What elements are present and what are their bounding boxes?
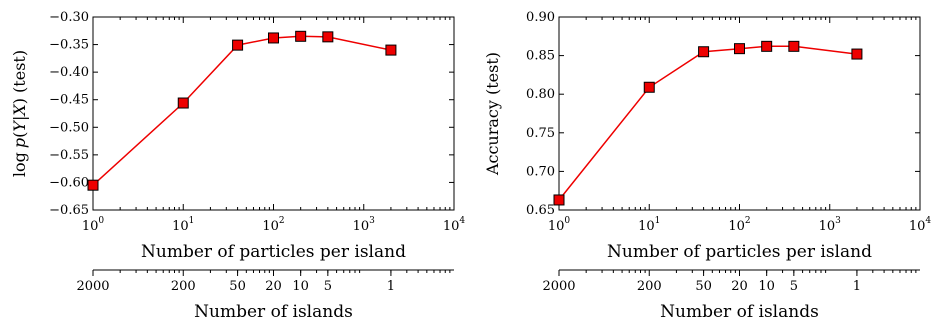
y-axis-label: logp(Y|X) (test) bbox=[10, 50, 29, 177]
data-point bbox=[851, 48, 863, 60]
y-tick-label: −0.35 bbox=[49, 38, 89, 53]
secondary-tick-label: 50 bbox=[229, 279, 246, 294]
y-tick-label: 0.85 bbox=[526, 49, 555, 64]
y-tick-label: −0.60 bbox=[49, 175, 89, 190]
x-axis-label: Number of particles per island bbox=[607, 242, 872, 262]
x-tick-label: 100 bbox=[82, 216, 105, 234]
secondary-tick-label: 10 bbox=[758, 279, 775, 294]
x-tick-label: 102 bbox=[728, 216, 750, 234]
secondary-tick-label: 200 bbox=[637, 279, 662, 294]
secondary-tick-label: 50 bbox=[695, 279, 712, 294]
series-line bbox=[92, 35, 392, 186]
data-point bbox=[87, 179, 99, 191]
data-point bbox=[177, 97, 189, 109]
secondary-tick-label: 1 bbox=[387, 279, 395, 294]
series bbox=[553, 40, 863, 206]
x-tick-label: 101 bbox=[638, 216, 660, 234]
x-tick-label: 103 bbox=[819, 216, 842, 234]
data-point bbox=[268, 32, 279, 44]
y-tick-label: −0.45 bbox=[49, 93, 89, 108]
data-point bbox=[295, 30, 307, 42]
secondary-tick-label: 20 bbox=[265, 279, 282, 294]
secondary-axis-ticks: 2000 200 50 20 10 5 1 bbox=[76, 270, 451, 294]
series bbox=[87, 30, 397, 191]
series-line bbox=[558, 45, 857, 201]
y-tick-label: 0.80 bbox=[526, 87, 555, 102]
y-tick-label: −0.30 bbox=[49, 10, 89, 25]
chart-log-likelihood: −0.65 −0.60 −0.55 −0.50 −0.45 −0.40 −0.35 −0.30… bbox=[10, 10, 465, 322]
y-tick-label: 0.90 bbox=[526, 10, 555, 25]
secondary-tick-label: 5 bbox=[324, 279, 332, 294]
y-tick-label: 0.70 bbox=[526, 164, 555, 179]
data-point bbox=[322, 31, 334, 43]
y-axis-ticks: 0.65 0.70 0.75 0.80 0.85 0.90 bbox=[526, 10, 920, 218]
x-tick-label: 103 bbox=[353, 216, 376, 234]
secondary-tick-label: 20 bbox=[731, 279, 748, 294]
secondary-tick-label: 2000 bbox=[76, 279, 109, 294]
data-point bbox=[761, 40, 773, 52]
x-tick-label: 104 bbox=[909, 216, 932, 234]
y-tick-label: −0.40 bbox=[49, 65, 89, 80]
y-tick-label: 0.75 bbox=[526, 126, 555, 141]
data-point bbox=[698, 46, 710, 58]
secondary-x-axis-label: Number of islands bbox=[194, 302, 353, 322]
y-tick-label: −0.55 bbox=[49, 148, 89, 163]
secondary-tick-label: 5 bbox=[790, 279, 798, 294]
x-tick-label: 100 bbox=[548, 216, 571, 234]
y-tick-label: −0.65 bbox=[49, 203, 89, 218]
y-tick-label: 0.65 bbox=[526, 203, 555, 218]
data-point bbox=[734, 43, 745, 55]
y-axis-label: Accuracy (test) bbox=[483, 52, 502, 176]
data-point bbox=[788, 40, 800, 52]
chart-accuracy: 0.650.700.750.800.850.90 100 101 102 103 104… bbox=[483, 10, 931, 322]
data-point bbox=[232, 39, 244, 51]
x-axis-ticks: 100 101 102 103 104 bbox=[82, 17, 466, 234]
x-axis-ticks: 100 101 102 103 104 bbox=[548, 17, 932, 234]
secondary-tick-label: 10 bbox=[292, 279, 309, 294]
x-axis-label: Number of particles per island bbox=[141, 242, 406, 262]
secondary-x-axis-label: Number of islands bbox=[660, 302, 819, 322]
y-axis-ticks: −0.65 −0.60 −0.55 −0.50 −0.45 −0.40 −0.35 −0.30 bbox=[49, 10, 454, 218]
secondary-axis-ticks: 2000 200 50 20 10 5 1 bbox=[542, 270, 917, 294]
secondary-tick-label: 2000 bbox=[542, 279, 575, 294]
plot-frame bbox=[92, 16, 455, 211]
secondary-tick-label: 1 bbox=[853, 279, 861, 294]
data-point bbox=[643, 81, 655, 93]
x-tick-label: 104 bbox=[443, 216, 466, 234]
data-point bbox=[385, 44, 397, 56]
secondary-tick-label: 200 bbox=[171, 279, 196, 294]
x-tick-label: 101 bbox=[172, 216, 194, 234]
x-tick-label: 102 bbox=[262, 216, 284, 234]
y-tick-label: −0.50 bbox=[49, 120, 89, 135]
data-point bbox=[553, 194, 565, 206]
